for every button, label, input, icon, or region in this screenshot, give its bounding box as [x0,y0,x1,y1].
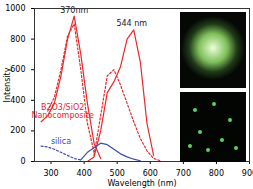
svg-text:300: 300 [43,169,58,178]
svg-text:700: 700 [176,169,191,178]
svg-text:400: 400 [10,96,25,105]
svg-text:200: 200 [10,126,25,135]
svg-text:0: 0 [20,157,25,166]
svg-text:Intensity: Intensity [3,67,12,102]
svg-text:370nm: 370nm [60,6,88,15]
svg-text:1000: 1000 [5,4,25,13]
svg-text:800: 800 [10,35,25,44]
svg-text:B2O3/SiO2Nanocomposite: B2O3/SiO2Nanocomposite [31,103,93,120]
svg-text:544 nm: 544 nm [116,19,147,28]
svg-text:600: 600 [143,169,158,178]
svg-text:500: 500 [110,169,125,178]
svg-text:600: 600 [10,65,25,74]
svg-text:Wavelength (nm): Wavelength (nm) [107,179,176,188]
svg-text:800: 800 [209,169,224,178]
svg-text:silica: silica [51,137,71,146]
svg-text:900: 900 [242,169,253,178]
svg-text:400: 400 [76,169,91,178]
